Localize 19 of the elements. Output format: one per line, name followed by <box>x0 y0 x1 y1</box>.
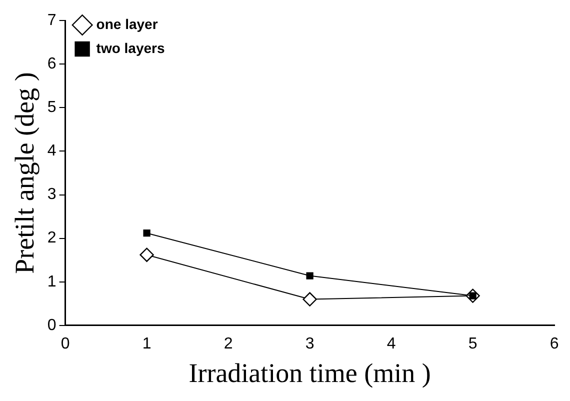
x-tick-label: 2 <box>224 335 233 352</box>
x-axis-title: Irradiation time (min ) <box>188 358 431 388</box>
y-tick-label: 4 <box>47 142 56 160</box>
y-tick-label: 7 <box>47 12 56 30</box>
y-axis-title: Pretilt angle (deg ) <box>9 72 40 274</box>
y-tick-label: 1 <box>47 273 56 290</box>
y-tick-label: 0 <box>47 316 56 334</box>
x-tick-label: 3 <box>305 335 314 352</box>
x-tick-label: 0 <box>60 335 70 352</box>
x-tick-label: 5 <box>468 335 478 352</box>
y-tick-label: 3 <box>47 186 56 204</box>
y-tick-label: 5 <box>47 99 56 116</box>
legend-label: one layer <box>96 16 158 32</box>
x-tick-label: 1 <box>142 335 152 352</box>
y-tick-label: 6 <box>47 56 56 73</box>
x-tick-label: 6 <box>550 335 559 352</box>
x-tick-label: 4 <box>386 335 396 352</box>
legend-label: two layers <box>96 40 165 56</box>
y-tick-label: 2 <box>47 230 56 247</box>
